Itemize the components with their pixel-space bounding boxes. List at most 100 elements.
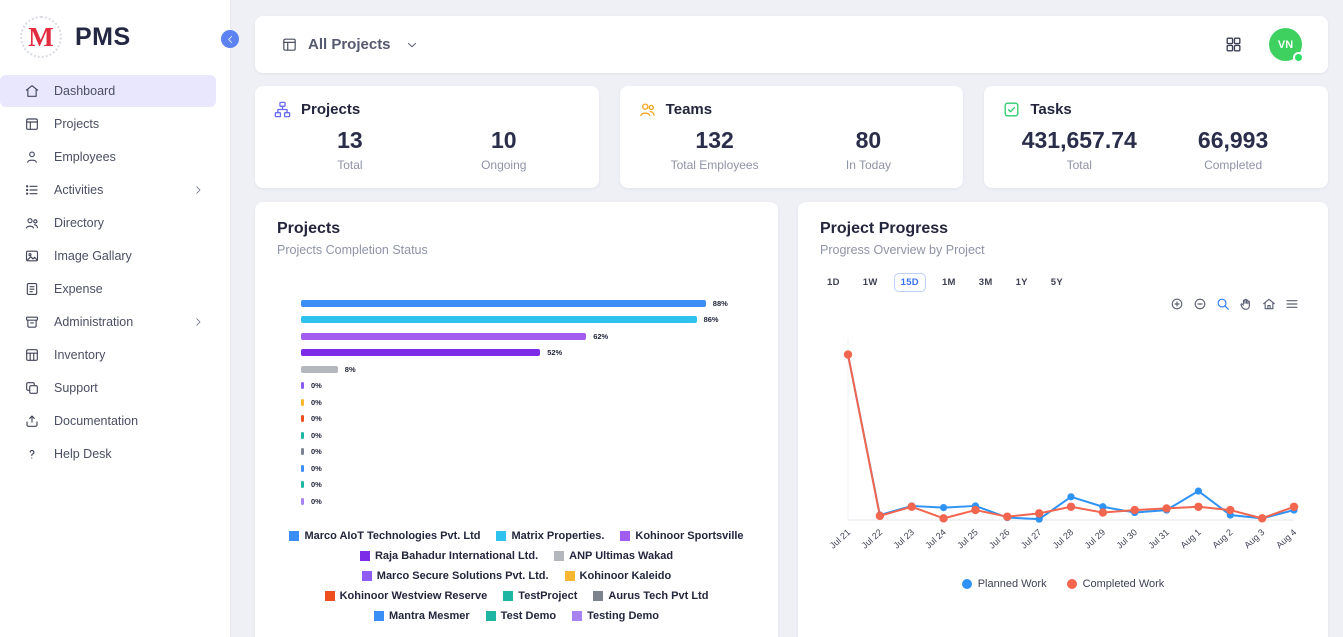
completion-bar[interactable] [301, 316, 697, 324]
legend-item-marco-aiot-technologies-pvt-ltd[interactable]: Marco AIoT Technologies Pvt. Ltd [289, 530, 480, 542]
range-button-1y[interactable]: 1Y [1009, 273, 1035, 292]
completion-bar[interactable] [301, 415, 304, 423]
completion-bar[interactable] [301, 398, 304, 406]
zoom-icon[interactable] [1215, 296, 1231, 312]
metric-label: Total Employees [670, 158, 759, 172]
grid-layout-icon[interactable] [1224, 35, 1243, 54]
sidebar-item-directory[interactable]: Directory [0, 207, 216, 239]
series-legend-planned-work[interactable]: Planned Work [961, 578, 1047, 590]
x-tick-label: Jul 22 [860, 527, 885, 551]
legend-item-testproject[interactable]: TestProject [503, 590, 577, 602]
legend-item-mantra-mesmer[interactable]: Mantra Mesmer [373, 610, 470, 622]
sidebar-item-label: Inventory [54, 348, 106, 362]
x-tick-label: Aug 2 [1210, 527, 1234, 550]
sidebar-item-label: Help Desk [54, 447, 112, 461]
expense-icon [24, 281, 40, 297]
legend-item-kohinoor-kaleido[interactable]: Kohinoor Kaleido [564, 570, 671, 582]
sidebar-item-support[interactable]: Support [0, 372, 216, 404]
metric-value: 13 [337, 127, 363, 153]
zoom-in-icon[interactable] [1169, 296, 1185, 312]
range-button-1d[interactable]: 1D [820, 273, 847, 292]
projects-panel-title: Projects [277, 220, 341, 237]
data-point-planned-work [1099, 503, 1107, 511]
sidebar-item-dashboard[interactable]: Dashboard [0, 75, 216, 107]
legend-item-test-demo[interactable]: Test Demo [485, 610, 556, 622]
main-area: All Projects VN Projects 13 Total 10 Ongoing… [221, 0, 1343, 637]
bar-row: 62% [301, 328, 756, 345]
legend-item-kohinoor-westview-reserve[interactable]: Kohinoor Westview Reserve [324, 590, 487, 602]
sidebar-collapse-button[interactable] [221, 30, 239, 48]
panels: Projects Projects Completion Status 88% 8… [255, 202, 1328, 637]
stat-card-title: Projects [301, 101, 361, 118]
zoom-out-icon[interactable] [1192, 296, 1208, 312]
completion-bar[interactable] [301, 349, 541, 357]
stat-metric-total: 13 Total [273, 127, 427, 172]
legend-swatch [289, 530, 300, 541]
completion-bar[interactable] [301, 448, 304, 456]
x-tick-label: Jul 29 [1083, 527, 1108, 551]
sidebar-item-activities[interactable]: Activities [0, 174, 216, 206]
stat-card-tasks: Tasks 431,657.74 Total 66,993 Completed [984, 86, 1329, 188]
range-button-15d[interactable]: 15D [893, 273, 926, 292]
completion-bar[interactable] [301, 481, 304, 489]
range-button-5y[interactable]: 5Y [1044, 273, 1070, 292]
stat-card-title: Tasks [1030, 101, 1072, 118]
completion-bar[interactable] [301, 332, 587, 340]
project-filter-label: All Projects [308, 36, 391, 53]
legend-item-raja-bahadur-international-ltd[interactable]: Raja Bahadur International Ltd. [359, 550, 538, 562]
bar-value-label: 0% [311, 397, 322, 407]
project-filter-dropdown[interactable]: All Projects [281, 36, 419, 53]
bar-row: 0% [301, 394, 756, 411]
metric-label: In Today [845, 158, 892, 172]
completion-bar[interactable] [301, 497, 304, 505]
chevron-right-icon [192, 184, 204, 196]
series-legend-completed-work[interactable]: Completed Work [1066, 578, 1164, 590]
x-tick-label: Aug 4 [1274, 527, 1298, 550]
completion-bar[interactable] [301, 299, 706, 307]
sidebar-item-inventory[interactable]: Inventory [0, 339, 216, 371]
data-point-completed-work [1003, 512, 1012, 521]
menu-icon[interactable] [1284, 296, 1300, 312]
completion-bar[interactable] [301, 382, 304, 390]
range-button-1m[interactable]: 1M [935, 273, 963, 292]
bar-row: 0% [301, 444, 756, 461]
bar-row: 8% [301, 361, 756, 378]
completion-bar[interactable] [301, 431, 304, 439]
sidebar-item-expense[interactable]: Expense [0, 273, 216, 305]
completion-bar[interactable] [301, 464, 304, 472]
legend-swatch [373, 610, 384, 621]
house-icon[interactable] [1261, 296, 1277, 312]
stat-card-projects: Projects 13 Total 10 Ongoing [255, 86, 599, 188]
sidebar-item-help-desk[interactable]: Help Desk [0, 438, 216, 470]
legend-item-aurus-tech-pvt-ltd[interactable]: Aurus Tech Pvt Ltd [593, 590, 708, 602]
chevron-down-icon [405, 38, 419, 52]
progress-line-chart[interactable]: Jul 21 Jul 22 Jul 23 Jul 24 Jul 25 Jul 26 Jul … [820, 312, 1306, 578]
completion-bar[interactable] [301, 365, 338, 373]
help-icon [24, 446, 40, 462]
sidebar-item-employees[interactable]: Employees [0, 141, 216, 173]
data-point-completed-work [939, 514, 948, 523]
sidebar-item-label: Dashboard [54, 84, 116, 98]
sidebar-item-documentation[interactable]: Documentation [0, 405, 216, 437]
legend-item-kohinoor-sportsville[interactable]: Kohinoor Sportsville [620, 530, 744, 542]
sidebar-item-projects[interactable]: Projects [0, 108, 216, 140]
documentation-icon [24, 413, 40, 429]
range-button-3m[interactable]: 3M [972, 273, 1000, 292]
legend-swatch [485, 610, 496, 621]
sidebar-item-administration[interactable]: Administration [0, 306, 216, 338]
bar-value-label: 0% [311, 447, 322, 457]
legend-item-testing-demo[interactable]: Testing Demo [572, 610, 659, 622]
legend-item-matrix-properties[interactable]: Matrix Properties. [496, 530, 604, 542]
sidebar: M PMS Dashboard Projects Employees Activiti… [0, 0, 231, 637]
pan-icon[interactable] [1238, 296, 1254, 312]
metric-label: Total [1066, 158, 1092, 172]
legend-item-marco-secure-solutions-pvt-ltd[interactable]: Marco Secure Solutions Pvt. Ltd. [361, 570, 549, 582]
bar-row: 86% [301, 312, 756, 329]
progress-legend: Planned Work Completed Work [820, 578, 1306, 590]
range-button-1w[interactable]: 1W [856, 273, 885, 292]
x-tick-label: Aug 3 [1242, 527, 1266, 550]
sidebar-item-image-gallary[interactable]: Image Gallary [0, 240, 216, 272]
x-tick-label: Jul 28 [1051, 527, 1076, 551]
legend-item-anp-ultimas-wakad[interactable]: ANP Ultimas Wakad [554, 550, 673, 562]
user-avatar[interactable]: VN [1269, 28, 1304, 63]
